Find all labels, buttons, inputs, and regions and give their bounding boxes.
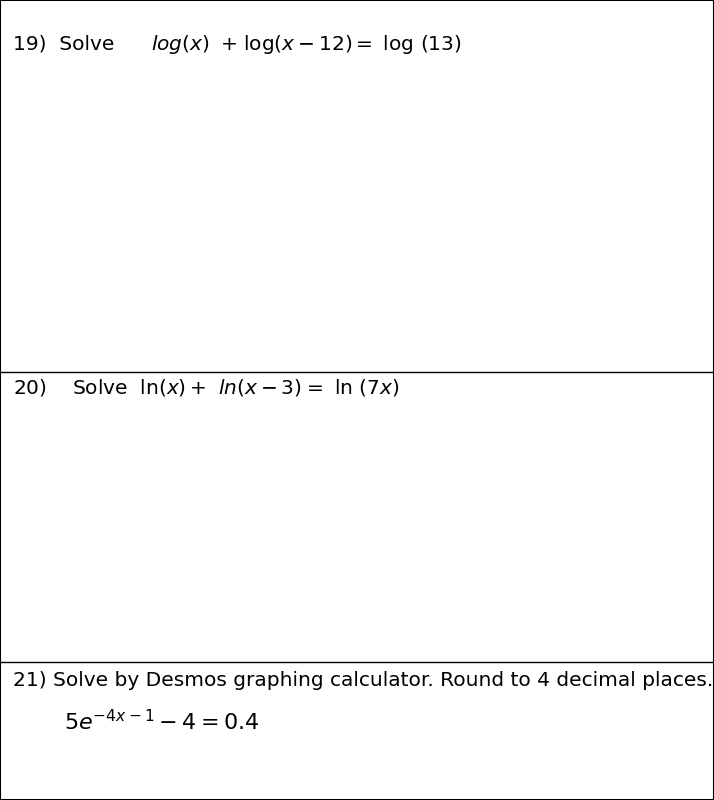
- Text: $\mathit{ln}(x-3)$: $\mathit{ln}(x-3)$: [218, 378, 301, 398]
- Text: $=$ ln $(7x)$: $=$ ln $(7x)$: [303, 378, 400, 398]
- Text: $5e^{-4x-1}-4=0.4$: $5e^{-4x-1}-4=0.4$: [64, 709, 260, 734]
- Text: 21) Solve by Desmos graphing calculator. Round to 4 decimal places.: 21) Solve by Desmos graphing calculator.…: [13, 670, 713, 690]
- Text: 20)    Solve  ln$(x)+$: 20) Solve ln$(x)+$: [13, 378, 206, 398]
- Text: + log$(x-12)=$ log $(13)$: + log$(x-12)=$ log $(13)$: [220, 33, 461, 55]
- Text: $\mathit{log}(x)$: $\mathit{log}(x)$: [151, 33, 210, 55]
- Text: 19)  Solve: 19) Solve: [13, 34, 121, 54]
